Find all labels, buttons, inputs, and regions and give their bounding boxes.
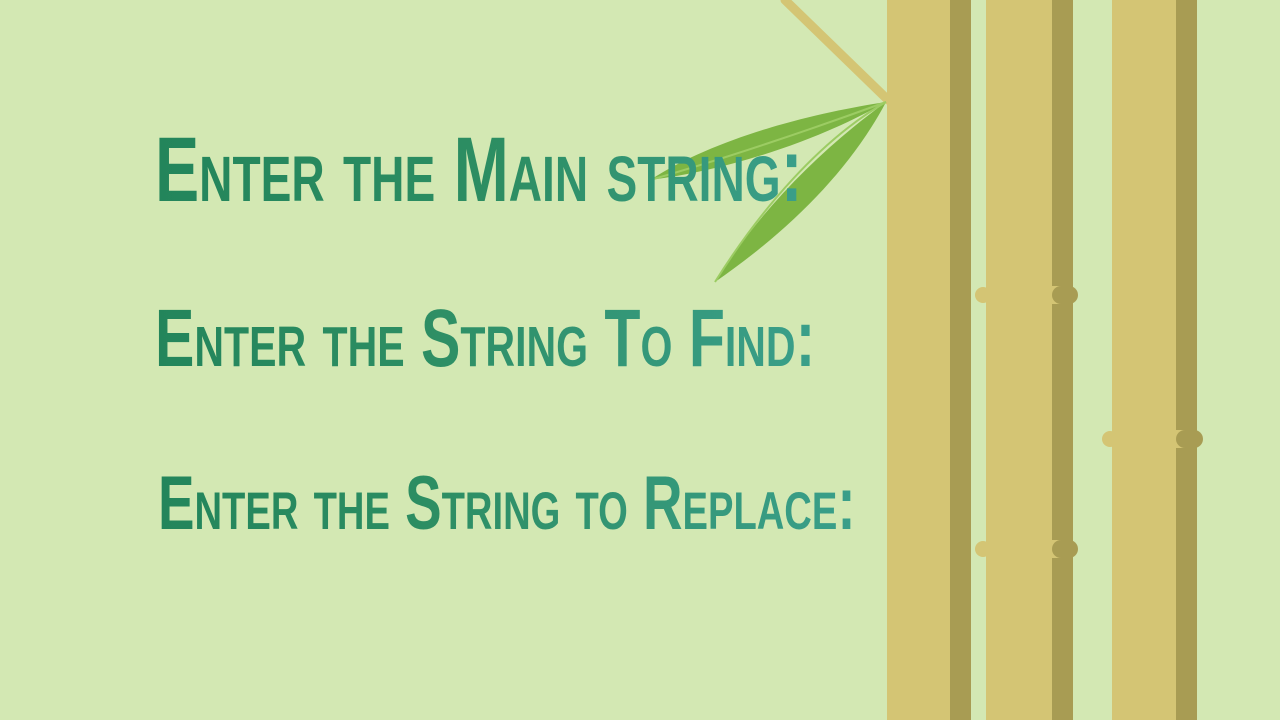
bamboo-stalk-icon xyxy=(1102,0,1203,720)
bamboo-leaf-icon xyxy=(649,101,887,283)
bamboo-stalk-icon xyxy=(975,0,1078,720)
find-string-prompt: Enter the String To Find: xyxy=(155,293,816,384)
bamboo-branch-icon xyxy=(780,0,893,105)
main-string-prompt: Enter the Main string: xyxy=(155,119,803,221)
replace-string-prompt: Enter the String to Replace: xyxy=(158,461,856,546)
bamboo-stalk-icon xyxy=(887,0,971,720)
